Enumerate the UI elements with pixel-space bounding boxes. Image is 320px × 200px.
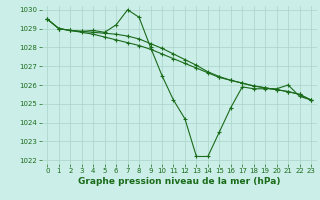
X-axis label: Graphe pression niveau de la mer (hPa): Graphe pression niveau de la mer (hPa) [78, 177, 280, 186]
